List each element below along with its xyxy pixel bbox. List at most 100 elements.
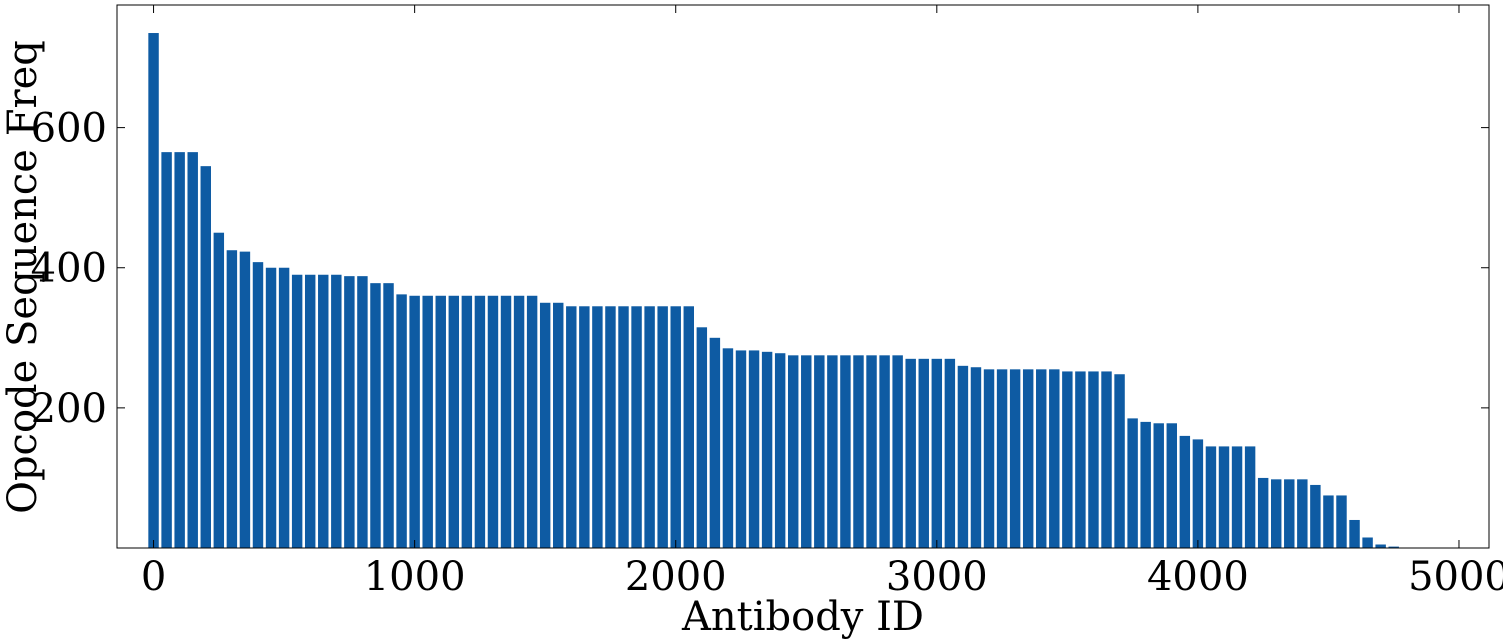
bar (618, 306, 629, 548)
x-tick-label: 3000 (886, 554, 988, 600)
bar (761, 351, 773, 548)
bar (1257, 477, 1269, 548)
bar (944, 358, 956, 548)
bar (814, 355, 825, 548)
bar (931, 358, 943, 548)
bar (539, 302, 551, 548)
bar (344, 276, 355, 548)
y-tick-label: 400 (31, 246, 107, 292)
bar (1101, 371, 1112, 548)
bar (1388, 546, 1399, 548)
bar (370, 283, 381, 548)
bar (631, 306, 642, 548)
bar (801, 355, 812, 548)
bar (1336, 495, 1347, 548)
bar (252, 262, 264, 548)
bar (1270, 479, 1282, 548)
bar (787, 355, 799, 548)
bar (474, 295, 486, 548)
bar (605, 306, 616, 548)
bar (970, 367, 982, 548)
bar (435, 295, 446, 548)
bar (487, 295, 499, 548)
bar (566, 306, 577, 548)
bar (1009, 369, 1021, 548)
bar (1362, 537, 1373, 548)
plot-frame (116, 4, 1490, 549)
bar (291, 274, 303, 548)
bar (1114, 374, 1125, 548)
bar (526, 295, 538, 548)
bar (1127, 418, 1138, 548)
bar (683, 306, 694, 548)
bar (331, 274, 342, 548)
bar (1205, 446, 1217, 548)
bar (1297, 479, 1308, 548)
bar (396, 294, 407, 548)
bar (409, 295, 420, 548)
bar (1088, 371, 1099, 548)
bar (1179, 435, 1191, 548)
y-tick-label: 600 (31, 106, 107, 152)
bar (513, 295, 525, 548)
bar (1192, 439, 1204, 548)
x-tick-label: 4000 (1147, 554, 1249, 600)
bar (1075, 371, 1086, 548)
bar (304, 274, 316, 548)
bar (774, 353, 786, 548)
bar (1284, 479, 1295, 548)
bar (866, 355, 877, 548)
bar (448, 295, 460, 548)
bar (200, 166, 211, 549)
bar (553, 302, 564, 548)
bar (657, 306, 668, 548)
bar (1244, 446, 1256, 548)
bar (357, 276, 368, 548)
bar (422, 295, 433, 548)
bar (709, 337, 721, 548)
bar (670, 306, 681, 548)
bar (161, 152, 172, 548)
bar (1153, 423, 1164, 548)
bar (318, 274, 329, 548)
bar (1349, 519, 1360, 548)
bar (827, 355, 838, 548)
bar (840, 355, 851, 548)
bar (735, 350, 747, 548)
bar (722, 348, 734, 548)
bar (1166, 423, 1178, 548)
x-tick-label: 1000 (364, 554, 466, 600)
bar (1375, 544, 1386, 548)
bar (226, 250, 238, 548)
bar (174, 152, 185, 548)
bar (983, 369, 995, 548)
bar (461, 295, 473, 548)
bar (996, 369, 1008, 548)
bar (879, 355, 890, 548)
bar (644, 306, 655, 548)
y-tick-label: 200 (31, 386, 107, 432)
bar (265, 267, 277, 548)
x-tick-label: 0 (141, 554, 166, 600)
bar (148, 33, 159, 548)
x-tick-label: 5000 (1408, 554, 1503, 600)
bar (1140, 421, 1151, 548)
bar (592, 306, 603, 548)
bar (905, 358, 916, 548)
bar (1022, 369, 1034, 548)
bar (213, 232, 225, 549)
bar (1036, 369, 1047, 548)
y-axis-label: Opcode Sequence Freq (0, 40, 46, 514)
bar (1062, 371, 1073, 548)
bar (1218, 446, 1230, 548)
bar (239, 251, 251, 549)
bar (1323, 495, 1334, 548)
bar (278, 267, 290, 548)
bar (918, 358, 929, 548)
bar (383, 283, 394, 548)
bar (1231, 446, 1243, 548)
bar (696, 327, 708, 548)
bar (853, 355, 864, 548)
bar (1310, 484, 1321, 548)
